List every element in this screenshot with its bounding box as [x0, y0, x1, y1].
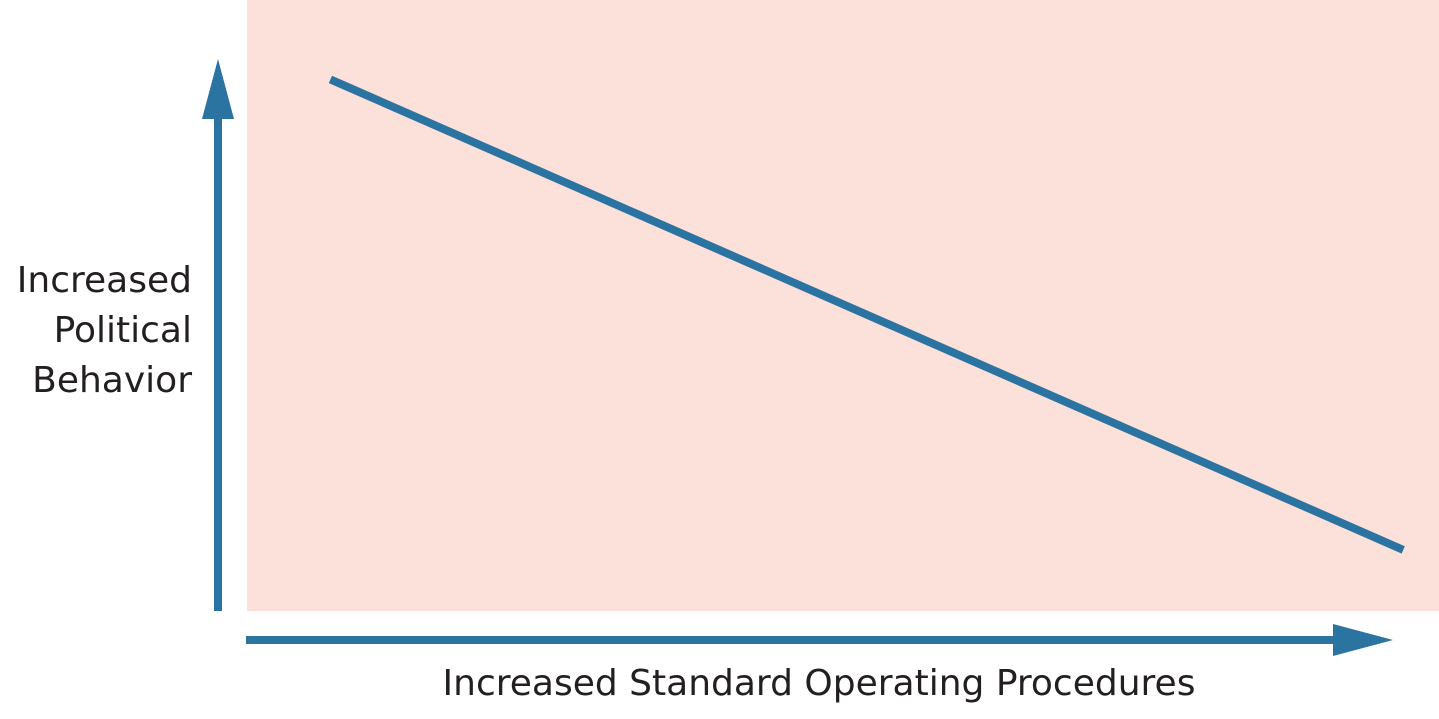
series-line-1: [328, 75, 1405, 554]
y-axis-arrowhead: [202, 59, 234, 119]
y-axis-label-line-1: Increased: [16, 260, 192, 301]
x-axis-arrowhead: [1333, 624, 1393, 656]
y-axis-label-line-2: Political: [53, 310, 192, 351]
y-axis-label: Increased Political Behavior: [0, 256, 192, 406]
y-axis-label-line-3: Behavior: [32, 360, 192, 401]
x-axis-label: Increased Standard Operating Procedures: [442, 663, 1196, 704]
series-layer: [328, 75, 1405, 554]
